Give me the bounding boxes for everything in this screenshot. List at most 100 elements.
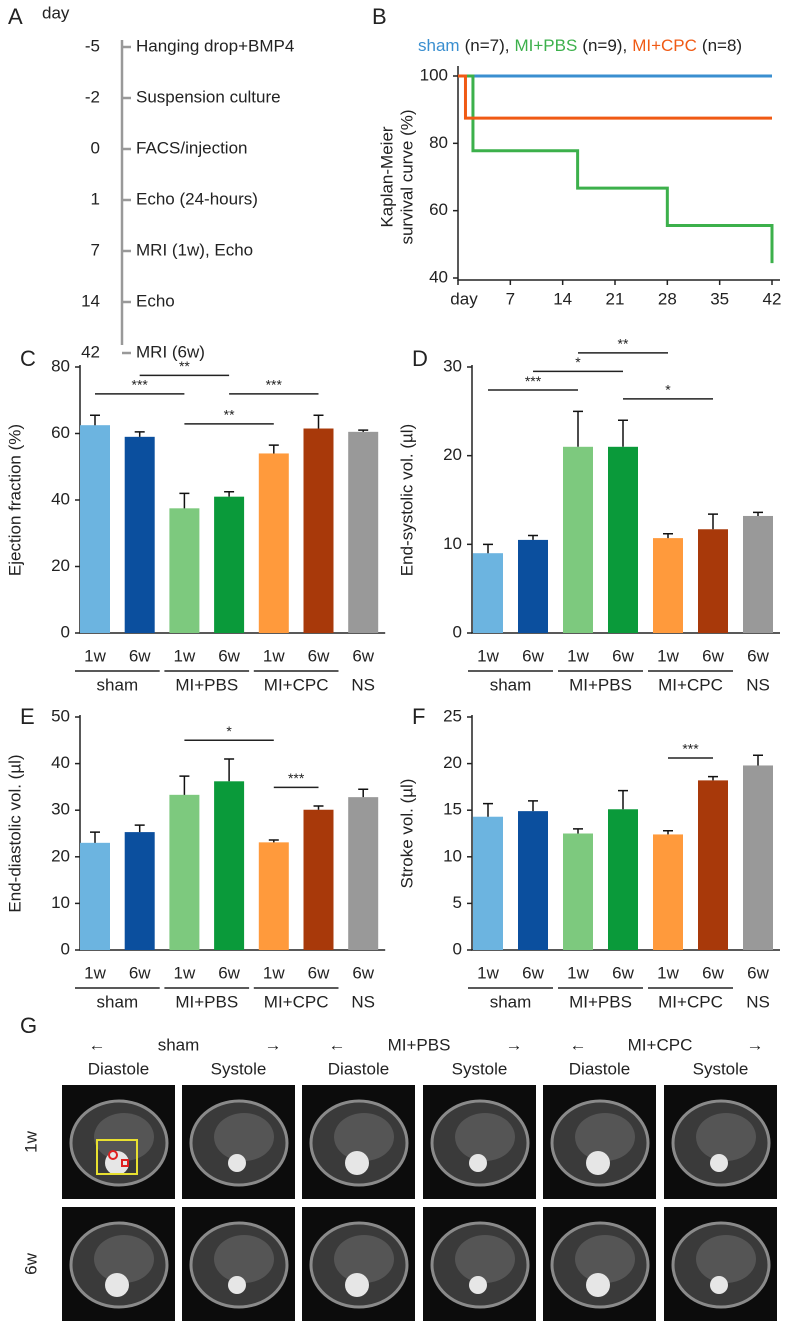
mri-heart: [710, 1276, 728, 1294]
mri-annotation: [96, 1139, 138, 1175]
mri-group: MI+PBS: [388, 1035, 451, 1054]
mri-tissue: [575, 1235, 635, 1283]
mri-heart: [469, 1154, 487, 1172]
bar: [214, 781, 245, 950]
x-tick-label: 6w: [218, 646, 240, 665]
error-bar: [224, 758, 235, 782]
mri-tissue: [696, 1235, 756, 1283]
error-bar: [528, 800, 538, 812]
legend-name: MI+CPC: [632, 36, 697, 55]
error-bar: [753, 511, 763, 516]
bar: [653, 538, 683, 633]
roi-marker: [108, 1150, 118, 1160]
x-tick-label: 14: [553, 289, 572, 308]
bar: [258, 453, 289, 633]
x-tick-label: 1w: [263, 963, 285, 982]
x-tick-label: 6w: [129, 963, 151, 982]
bar: [80, 425, 110, 633]
timeline-event: Echo (24-hours): [136, 189, 258, 208]
bar: [303, 428, 334, 633]
y-tick-label: 30: [443, 356, 462, 375]
mri-tissue: [696, 1113, 756, 1161]
timeline-event: MRI (6w): [136, 342, 205, 361]
error-bar: [618, 419, 628, 447]
mri-heart: [586, 1151, 610, 1175]
y-tick-label: 60: [429, 200, 448, 219]
x-tick-label: 1w: [657, 963, 679, 982]
mri-phase: Systole: [211, 1059, 267, 1078]
significance-label: **: [618, 336, 629, 352]
mri-row-label: 6w: [21, 1252, 40, 1274]
mri-tissue: [334, 1235, 394, 1283]
y-tick-label: 20: [443, 445, 462, 464]
y-tick-label: 20: [51, 556, 70, 575]
mri-tissue: [214, 1113, 274, 1161]
arrow: ←: [89, 1035, 106, 1054]
mri-image: [543, 1207, 656, 1321]
error-bar: [528, 534, 538, 540]
bar: [743, 515, 773, 633]
y-tick-label: 40: [429, 267, 448, 286]
mri-image: [62, 1207, 175, 1321]
legend-name: sham: [418, 36, 460, 55]
error-bar: [708, 775, 718, 781]
panel-letter: E: [20, 704, 35, 729]
bar: [169, 794, 200, 950]
y-tick-label: 15: [443, 800, 462, 819]
y-tick-label: 40: [51, 753, 70, 772]
y-tick-label: 80: [51, 356, 70, 375]
arrow: →: [506, 1035, 523, 1054]
mri-row-label: 1w: [21, 1130, 40, 1152]
error-bar: [358, 788, 369, 798]
legend-n: (n=8): [702, 36, 742, 55]
error-bar: [358, 429, 369, 432]
mri-phase: Systole: [693, 1059, 749, 1078]
bar: [258, 842, 289, 950]
x-tick-label: 7: [506, 289, 515, 308]
error-bar: [134, 431, 145, 437]
mri-tissue: [334, 1113, 394, 1161]
mri-tissue: [94, 1113, 154, 1161]
significance-label: *: [226, 723, 232, 739]
panel-letter: D: [412, 346, 428, 371]
x-tick-label: 6w: [702, 963, 724, 982]
arrow: ←: [570, 1035, 587, 1054]
group-label: MI+PBS: [569, 992, 632, 1011]
y-tick-label: 20: [443, 753, 462, 772]
bar: [303, 809, 334, 950]
bar: [518, 539, 548, 633]
error-bar: [90, 414, 100, 426]
mri-heart: [228, 1154, 246, 1172]
mri-phase: Systole: [452, 1059, 508, 1078]
x-tick-label: 1w: [657, 646, 679, 665]
significance-label: **: [179, 358, 190, 374]
bar: [518, 811, 548, 950]
arrow: →: [265, 1035, 282, 1054]
legend: sham (n=7), MI+PBS (n=9), MI+CPC (n=8): [418, 36, 742, 55]
y-axis-label: Stroke vol. (µl): [397, 779, 416, 889]
bar: [473, 816, 503, 950]
x-tick-label: 1w: [477, 963, 499, 982]
group-label: NS: [351, 992, 375, 1011]
group-label: MI+PBS: [175, 675, 238, 694]
bar: [653, 834, 683, 950]
x-tick-label: 6w: [522, 646, 544, 665]
y-tick-label: 10: [443, 846, 462, 865]
bar: [608, 809, 638, 950]
y-axis-label: End-systolic vol. (µl): [397, 424, 416, 576]
mri-tissue: [214, 1235, 274, 1283]
legend-name: MI+PBS: [514, 36, 577, 55]
mri-image: [423, 1207, 536, 1321]
bar: [698, 780, 728, 950]
y-tick-label: 30: [51, 800, 70, 819]
timeline-day: 0: [91, 138, 100, 157]
timeline-day: 42: [81, 342, 100, 361]
group-label: MI+CPC: [658, 675, 723, 694]
error-bar: [179, 492, 190, 509]
x-tick-label: 1w: [174, 646, 196, 665]
x-tick-label: 6w: [308, 963, 330, 982]
panel-letter: A: [8, 4, 23, 29]
y-tick-label: 0: [453, 939, 462, 958]
y-tick-label: 100: [420, 65, 448, 84]
error-bar: [313, 414, 324, 429]
